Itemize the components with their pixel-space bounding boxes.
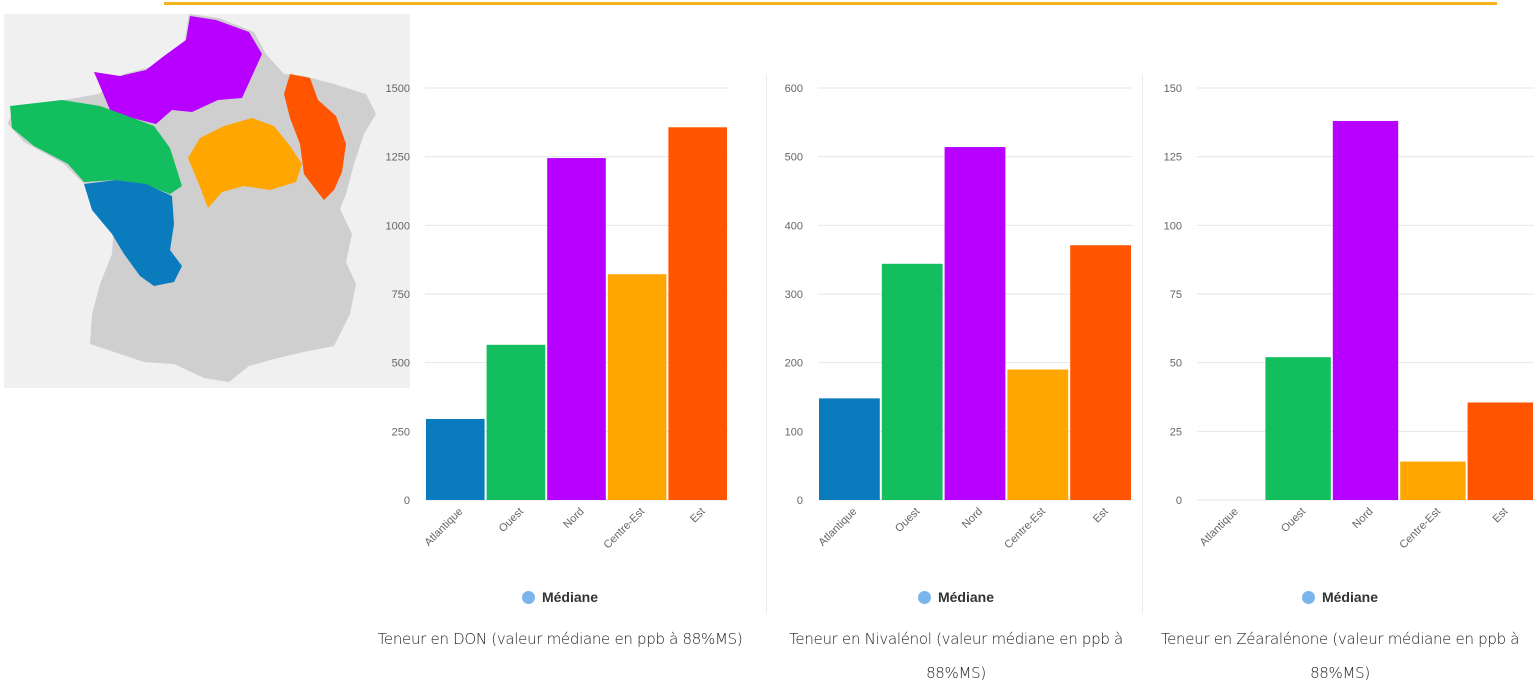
y-tick-label: 500 <box>785 152 803 164</box>
y-tick-label: 100 <box>785 426 803 438</box>
y-tick-label: 0 <box>1176 495 1182 507</box>
y-tick-label: 150 <box>1164 83 1182 95</box>
x-category-label: Atlantique <box>422 506 465 549</box>
bar-est[interactable] <box>668 127 727 500</box>
y-tick-label: 0 <box>797 495 803 507</box>
y-tick-label: 400 <box>785 220 803 232</box>
bar-ouest[interactable] <box>486 344 546 500</box>
bar-ouest[interactable] <box>881 263 943 500</box>
chart-zearalenone-legend[interactable]: Médiane <box>1150 589 1530 605</box>
y-tick-label: 50 <box>1170 358 1182 370</box>
y-tick-label: 0 <box>404 495 410 507</box>
x-category-label: Ouest <box>893 506 922 535</box>
chart-divider-2 <box>1142 74 1143 614</box>
y-tick-label: 100 <box>1164 220 1182 232</box>
x-category-label: Est <box>1491 506 1511 526</box>
y-tick-label: 1000 <box>386 220 410 232</box>
y-tick-label: 1500 <box>386 83 410 95</box>
bar-centre-est[interactable] <box>1400 461 1466 500</box>
chart-nivalenol: 0 100 200 300 400 500 600 Atlantique Ouest Nord Ce… <box>766 70 1146 682</box>
chart-don-svg: 0 250 500 750 1000 1250 1500 Atlantique Ouest Nor… <box>386 83 728 552</box>
x-category-label: Nord <box>561 506 586 531</box>
x-category-label: Atlantique <box>1198 506 1241 549</box>
x-category-label: Centre-Est <box>602 506 648 552</box>
bar-centre-est[interactable] <box>1007 369 1069 500</box>
map-region-nord <box>94 16 262 124</box>
y-tick-label: 500 <box>392 358 410 370</box>
bar-est[interactable] <box>1467 402 1533 500</box>
y-tick-label: 250 <box>392 426 410 438</box>
bar-centre-est[interactable] <box>607 274 667 500</box>
x-category-label: Est <box>1091 506 1111 526</box>
legend-label: Médiane <box>541 589 598 605</box>
chart-zearalenone-caption: Teneur en Zéaralénone (valeur médiane en… <box>1160 630 1520 682</box>
chart-don-legend[interactable]: Médiane <box>370 589 750 605</box>
bar-ouest[interactable] <box>1265 357 1331 500</box>
legend-label: Médiane <box>937 589 994 605</box>
france-regions-map <box>8 14 376 382</box>
y-tick-label: 750 <box>392 289 410 301</box>
chart-nivalenol-caption: Teneur en Nivalénol (valeur médiane en p… <box>789 630 1123 682</box>
y-tick-label: 1250 <box>386 152 410 164</box>
y-tick-label: 600 <box>785 83 803 95</box>
map-region-atlantique <box>84 180 182 286</box>
x-category-label: Centre-Est <box>1397 506 1443 552</box>
chart-divider-1 <box>766 74 767 614</box>
y-tick-label: 300 <box>785 289 803 301</box>
top-accent-rule <box>164 2 1497 5</box>
legend-marker-icon <box>1301 590 1315 604</box>
chart-don: 0 250 500 750 1000 1250 1500 Atlantique Ouest Nor… <box>370 70 750 670</box>
bar-nord[interactable] <box>944 147 1006 500</box>
map-region-ouest <box>10 100 182 194</box>
bar-atlantique[interactable] <box>819 398 880 500</box>
chart-nivalenol-svg: 0 100 200 300 400 500 600 Atlantique Ouest Nord Ce… <box>785 83 1132 552</box>
chart-don-caption: Teneur en DON (valeur médiane en ppb à 8… <box>377 630 743 648</box>
x-category-label: Est <box>688 506 708 526</box>
bar-atlantique[interactable] <box>426 418 485 500</box>
chart-nivalenol-legend[interactable]: Médiane <box>766 589 1146 605</box>
x-category-label: Nord <box>1350 506 1375 531</box>
y-tick-label: 200 <box>785 358 803 370</box>
y-tick-label: 25 <box>1170 426 1182 438</box>
legend-marker-icon <box>917 590 931 604</box>
x-category-label: Centre-Est <box>1002 506 1048 552</box>
x-category-label: Nord <box>960 506 985 531</box>
chart-zearalenone: 0 25 50 75 100 125 150 Atlantique Ouest Nord Centr… <box>1150 70 1534 682</box>
x-category-label: Ouest <box>1279 506 1308 535</box>
x-category-label: Ouest <box>497 506 526 535</box>
chart-zearalenone-svg: 0 25 50 75 100 125 150 Atlantique Ouest Nord Centr… <box>1164 83 1534 552</box>
legend-label: Médiane <box>1321 589 1378 605</box>
map-region-est <box>284 74 346 200</box>
bar-est[interactable] <box>1070 245 1131 500</box>
bar-nord[interactable] <box>547 158 606 500</box>
y-tick-label: 75 <box>1170 289 1182 301</box>
bar-nord[interactable] <box>1332 120 1399 501</box>
y-tick-label: 125 <box>1164 152 1182 164</box>
map-region-centre-est <box>188 118 302 208</box>
legend-marker-icon <box>521 590 535 604</box>
x-category-label: Atlantique <box>816 506 859 549</box>
